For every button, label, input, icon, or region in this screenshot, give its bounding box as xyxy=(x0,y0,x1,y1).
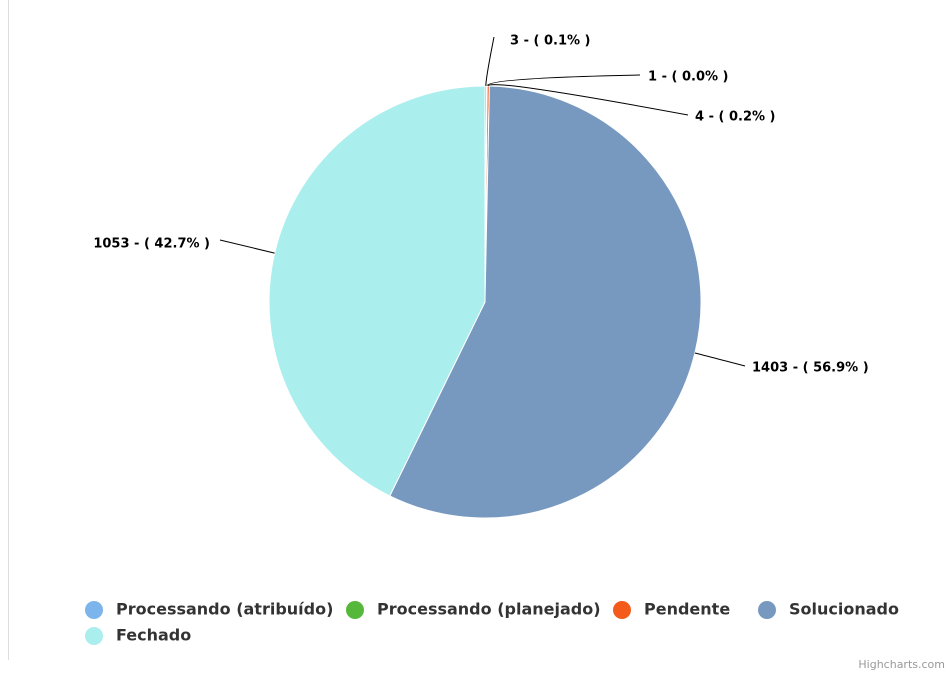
legend-marker xyxy=(85,601,103,619)
legend-marker xyxy=(85,627,103,645)
legend-label: Processando (atribuído) xyxy=(116,600,333,619)
legend-label: Solucionado xyxy=(789,600,899,619)
label-connector xyxy=(486,74,641,87)
data-label: 3 - ( 0.1% ) xyxy=(510,34,590,49)
label-connector xyxy=(487,84,689,116)
data-label: 4 - ( 0.2% ) xyxy=(695,110,775,125)
label-connector xyxy=(219,239,275,254)
credit[interactable]: Highcharts.com xyxy=(858,658,945,671)
legend-label: Fechado xyxy=(116,626,191,645)
legend-marker xyxy=(758,601,776,619)
data-label: 1 - ( 0.0% ) xyxy=(648,70,728,85)
legend-marker xyxy=(346,601,364,619)
legend-label: Pendente xyxy=(644,600,730,619)
pie-slice xyxy=(389,85,702,519)
legend-marker xyxy=(613,601,631,619)
label-connector xyxy=(694,352,746,367)
label-connector xyxy=(485,36,495,87)
data-label: 1403 - ( 56.9% ) xyxy=(752,361,869,376)
legend-label: Processando (planejado) xyxy=(377,600,601,619)
data-label: 1053 - ( 42.7% ) xyxy=(93,237,210,252)
